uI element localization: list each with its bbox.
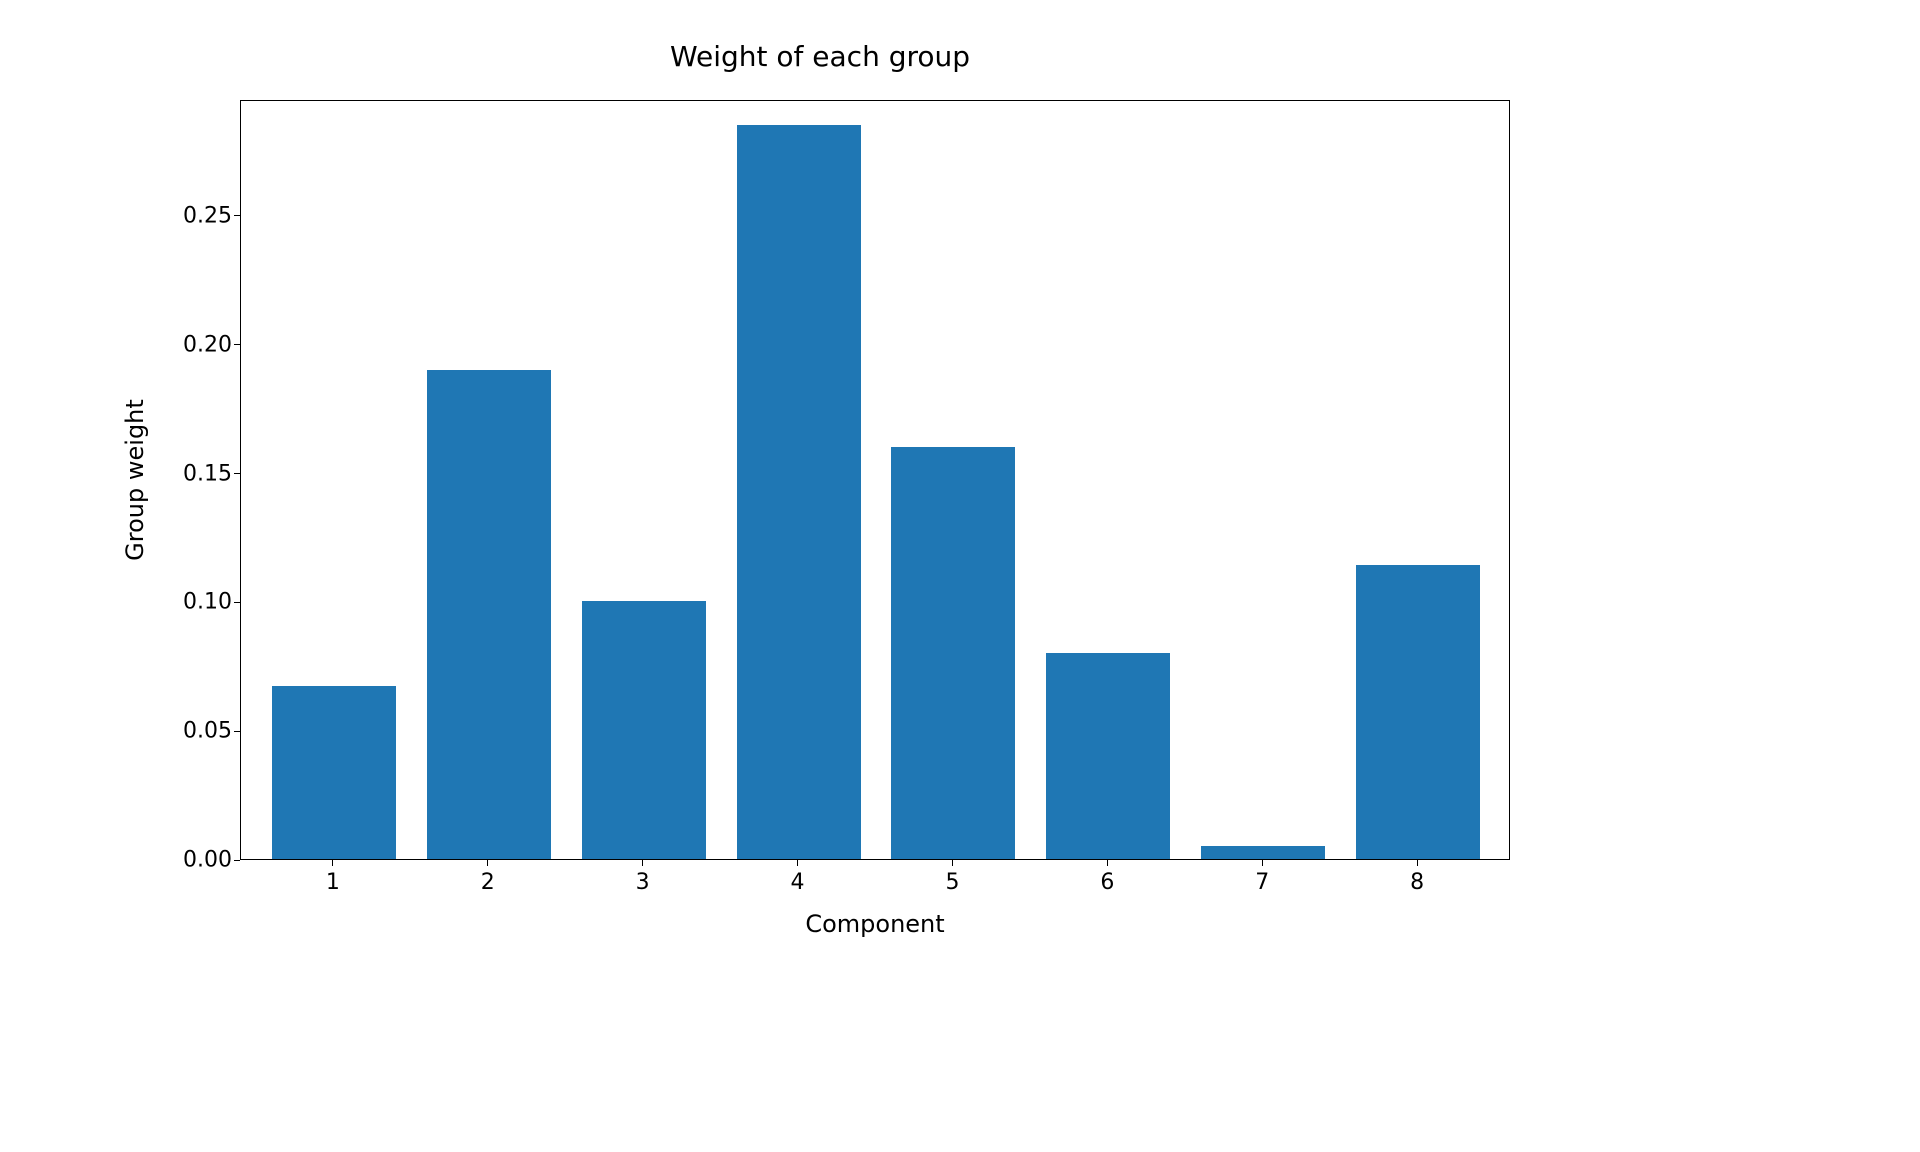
xtick-label: 2 <box>468 870 508 895</box>
ytick-label: 0.10 <box>152 590 232 615</box>
ytick-mark <box>234 731 240 732</box>
xtick-mark <box>642 860 643 866</box>
chart-figure: Weight of each group Group weight Compon… <box>80 40 1560 940</box>
ytick-mark <box>234 602 240 603</box>
xtick-label: 1 <box>313 870 353 895</box>
bar <box>737 125 861 859</box>
chart-title: Weight of each group <box>80 40 1560 73</box>
xtick-label: 7 <box>1242 870 1282 895</box>
plot-area <box>240 100 1510 860</box>
bar <box>1046 653 1170 859</box>
ytick-label: 0.25 <box>152 203 232 228</box>
ytick-label: 0.15 <box>152 461 232 486</box>
y-axis-label: Group weight <box>120 100 150 860</box>
bar <box>1201 846 1325 859</box>
xtick-mark <box>1417 860 1418 866</box>
xtick-label: 4 <box>778 870 818 895</box>
xtick-label: 6 <box>1087 870 1127 895</box>
xtick-mark <box>332 860 333 866</box>
ytick-label: 0.05 <box>152 719 232 744</box>
ytick-mark <box>234 215 240 216</box>
ytick-mark <box>234 344 240 345</box>
bar <box>427 370 551 859</box>
xtick-label: 3 <box>623 870 663 895</box>
ytick-mark <box>234 860 240 861</box>
xtick-mark <box>797 860 798 866</box>
ytick-label: 0.20 <box>152 332 232 357</box>
xtick-mark <box>487 860 488 866</box>
ytick-mark <box>234 473 240 474</box>
x-axis-label: Component <box>240 910 1510 938</box>
bar <box>891 447 1015 859</box>
ytick-label: 0.00 <box>152 848 232 873</box>
xtick-mark <box>1107 860 1108 866</box>
bar <box>272 686 396 859</box>
xtick-mark <box>1262 860 1263 866</box>
xtick-label: 5 <box>932 870 972 895</box>
xtick-mark <box>952 860 953 866</box>
bar <box>1356 565 1480 859</box>
xtick-label: 8 <box>1397 870 1437 895</box>
bar <box>582 601 706 859</box>
